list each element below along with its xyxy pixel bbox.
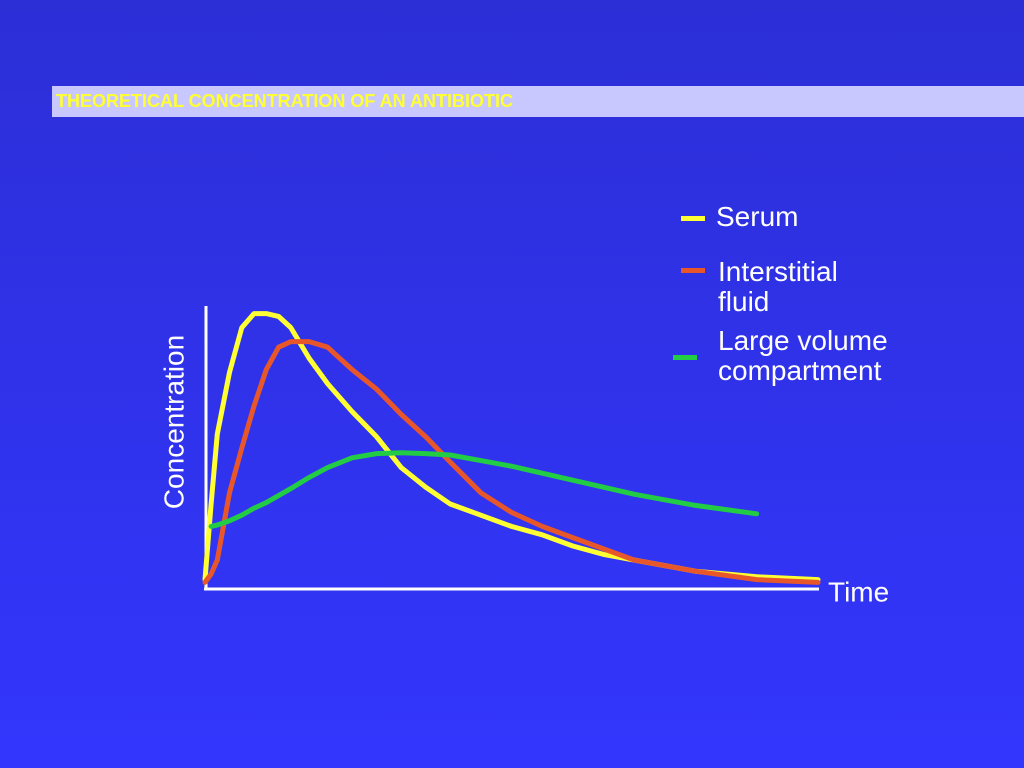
legend-swatch [681, 216, 705, 221]
title-bar: THEORETICAL CONCENTRATION OF AN ANTIBIOT… [52, 86, 1024, 117]
line-series [202, 311, 821, 583]
chart-title: THEORETICAL CONCENTRATION OF AN ANTIBIOT… [56, 91, 513, 111]
line-series [208, 450, 760, 529]
legend-swatch [673, 355, 697, 360]
legend-label: Interstitial fluid [718, 256, 838, 317]
legend-swatch [681, 268, 705, 273]
legend-label: Serum [716, 201, 799, 232]
y-axis-label: Concentration [158, 335, 189, 509]
line-series [202, 339, 821, 585]
legend-label: Large volume compartment [718, 325, 888, 386]
x-axis-label: Time [828, 576, 889, 607]
